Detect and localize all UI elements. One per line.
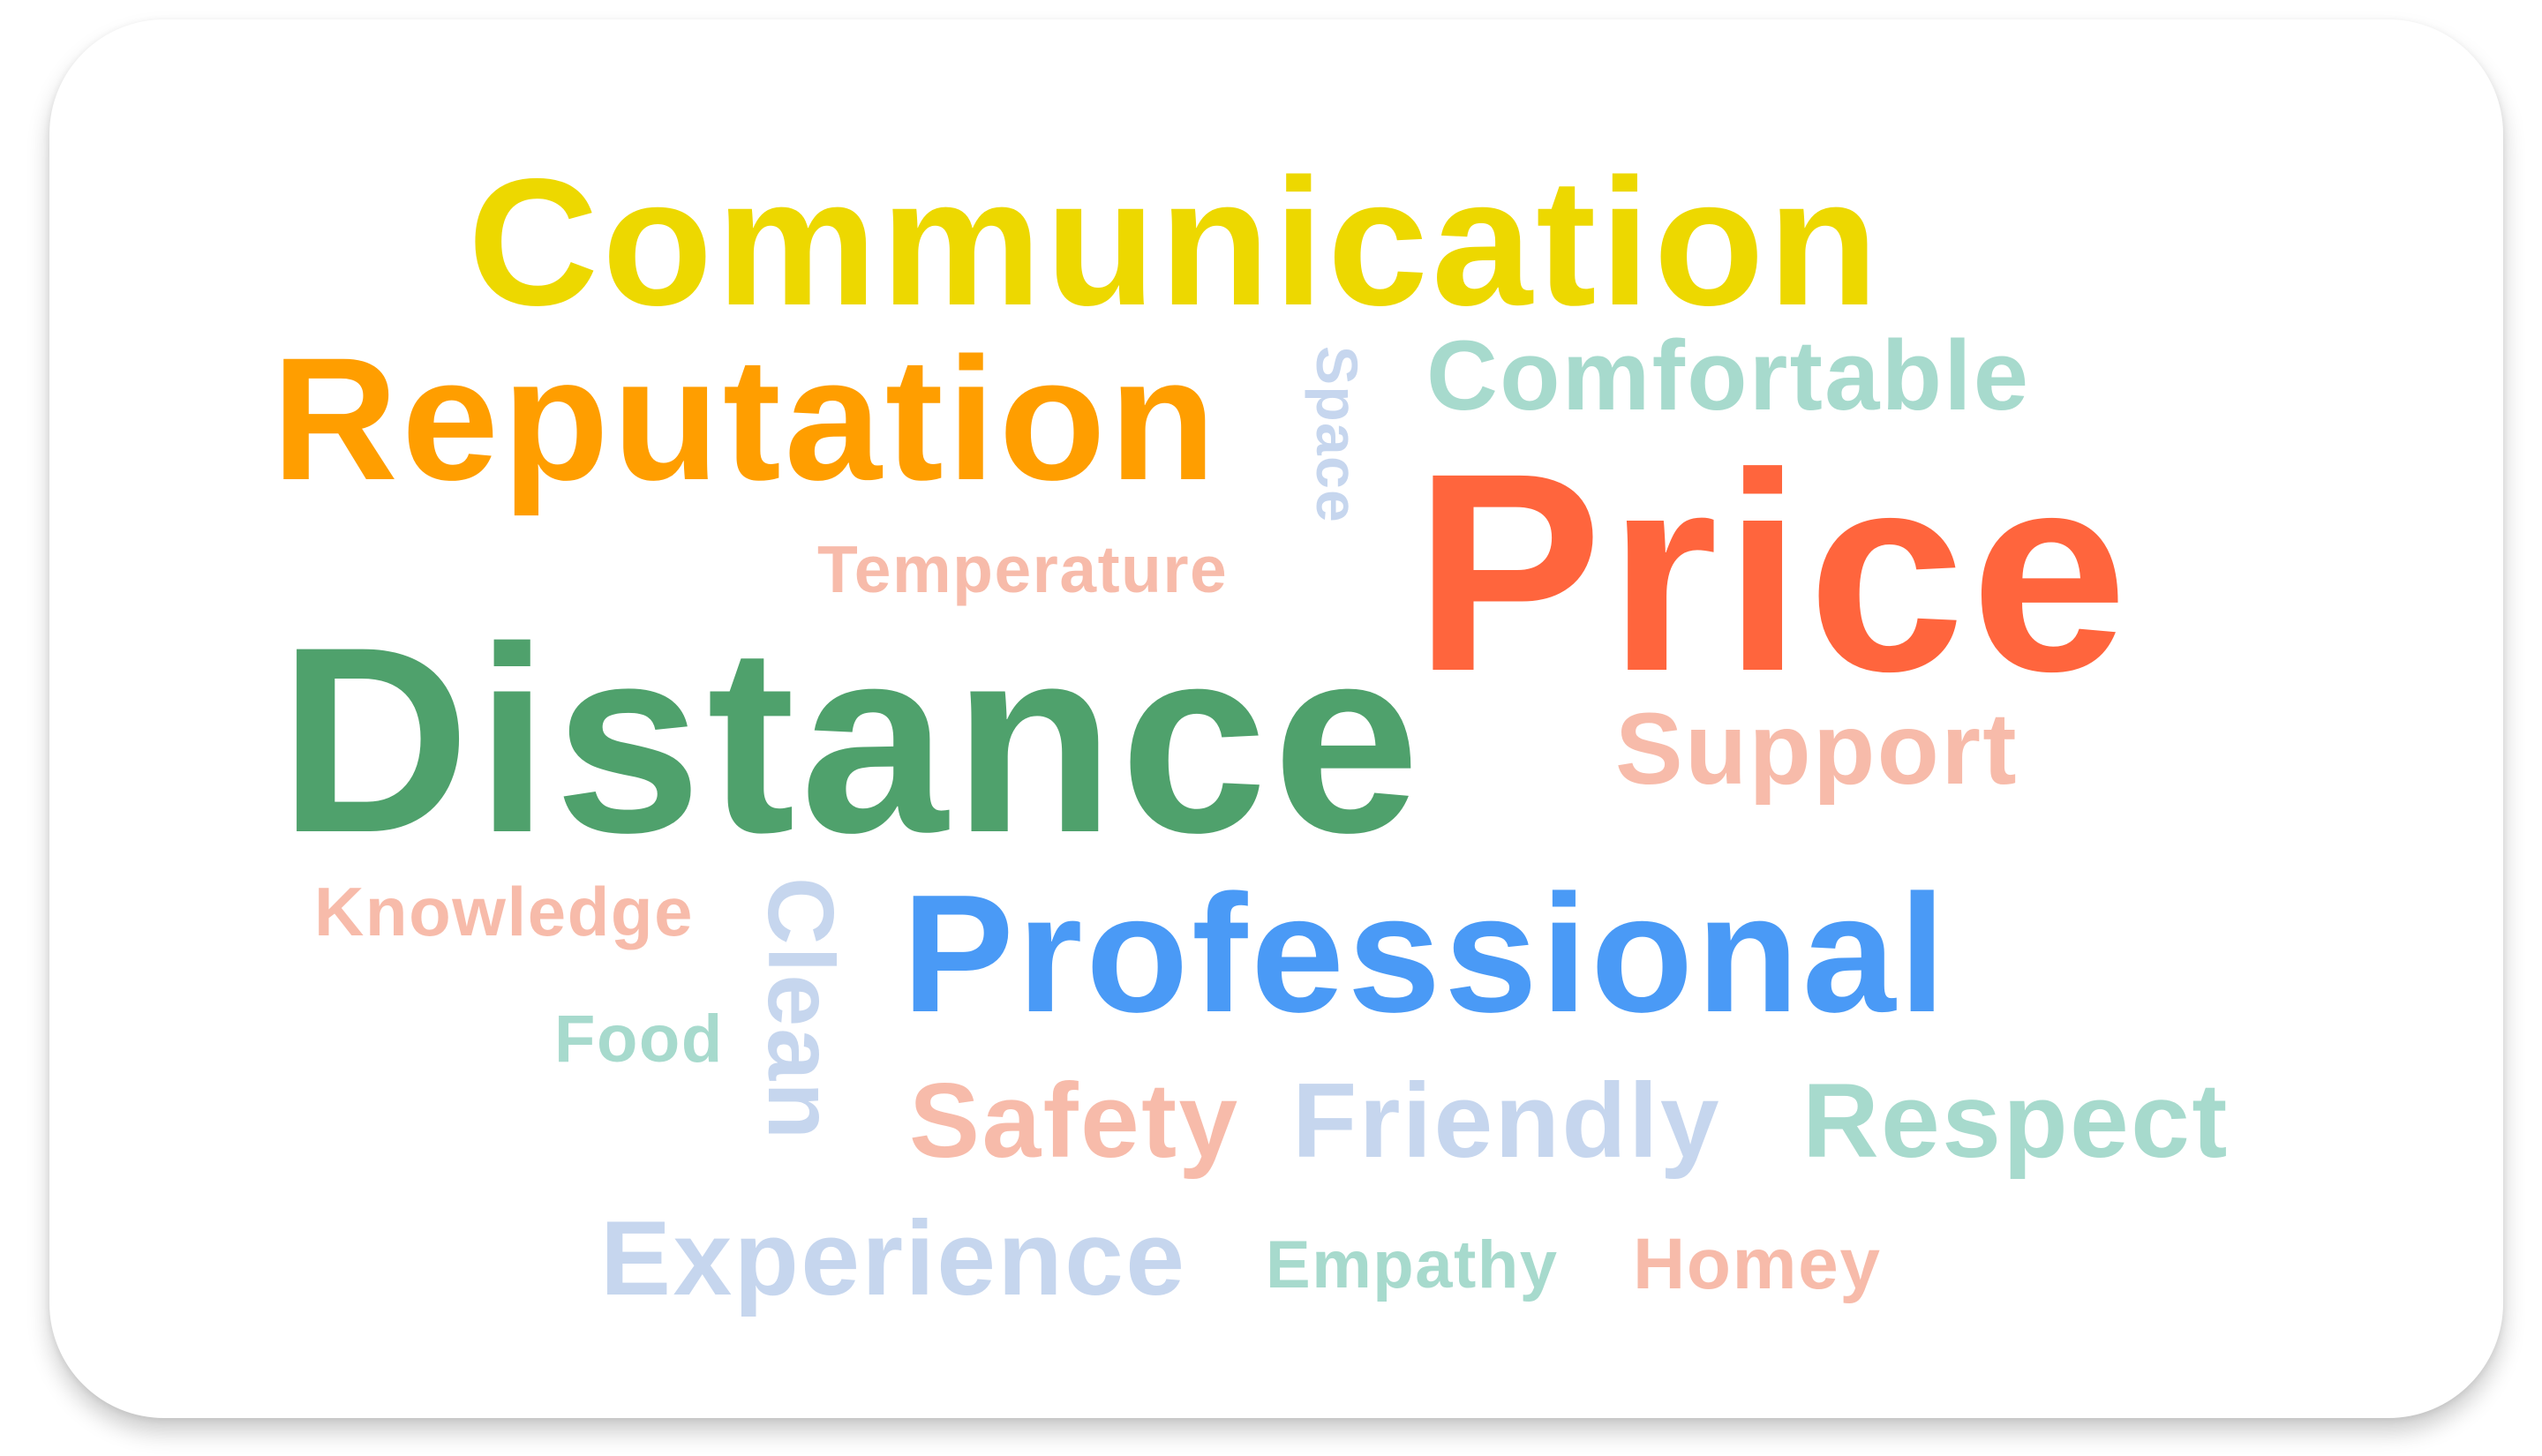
word-reputation: Reputation <box>272 321 1220 516</box>
word-clean: Clean <box>748 877 853 1142</box>
word-comfortable: Comfortable <box>1426 320 2031 431</box>
word-price: Price <box>1414 414 2133 730</box>
word-communication: Communication <box>468 141 1883 343</box>
word-space: Space <box>1305 346 1370 524</box>
word-empathy: Empathy <box>1266 1227 1559 1302</box>
word-cloud-card <box>49 19 2503 1418</box>
word-friendly: Friendly <box>1292 1062 1721 1180</box>
word-food: Food <box>554 1002 724 1077</box>
word-experience: Experience <box>600 1199 1187 1317</box>
word-support: Support <box>1615 693 2019 806</box>
word-respect: Respect <box>1802 1062 2230 1180</box>
word-knowledge: Knowledge <box>314 873 695 950</box>
word-distance: Distance <box>279 591 1425 888</box>
word-homey: Homey <box>1633 1224 1882 1304</box>
word-safety: Safety <box>909 1062 1240 1180</box>
word-temperature: Temperature <box>817 532 1229 606</box>
word-professional: Professional <box>902 860 1949 1047</box>
